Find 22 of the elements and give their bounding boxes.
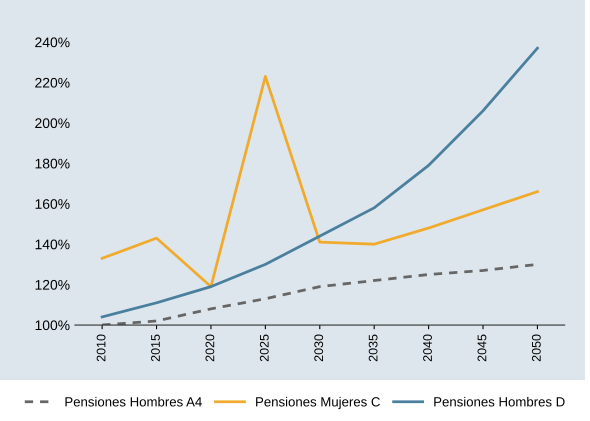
y-tick-label: 100% [36,320,70,330]
legend-label: Pensiones Hombres A4 [65,396,202,407]
line-series [100,75,539,288]
x-tick-label: 2045 [478,334,486,362]
y-tick-label: 120% [36,280,70,290]
y-tick-label: 220% [35,78,70,88]
x-tick-label: 2030 [314,334,324,362]
y-tick-label: 240% [35,37,70,48]
x-tick-label: 2010 [96,334,106,362]
y-tick-label: 200% [35,118,70,128]
x-tick-label: 2015 [151,334,160,362]
x-tick-label: 2040 [423,334,432,362]
x-tick-label: 2025 [260,334,269,362]
legend-label: Pensiones Mujeres C [256,396,380,410]
x-tick-label: 2020 [205,334,214,362]
x-tick-label: 2050 [532,334,541,362]
y-tick-label: 180% [36,158,70,169]
legend-label: Pensiones Hombres D [434,396,565,407]
x-tick-label: 2035 [368,334,378,362]
y-tick-label: 160% [36,199,70,209]
y-tick-label: 140% [36,240,70,250]
line-series [100,46,539,318]
